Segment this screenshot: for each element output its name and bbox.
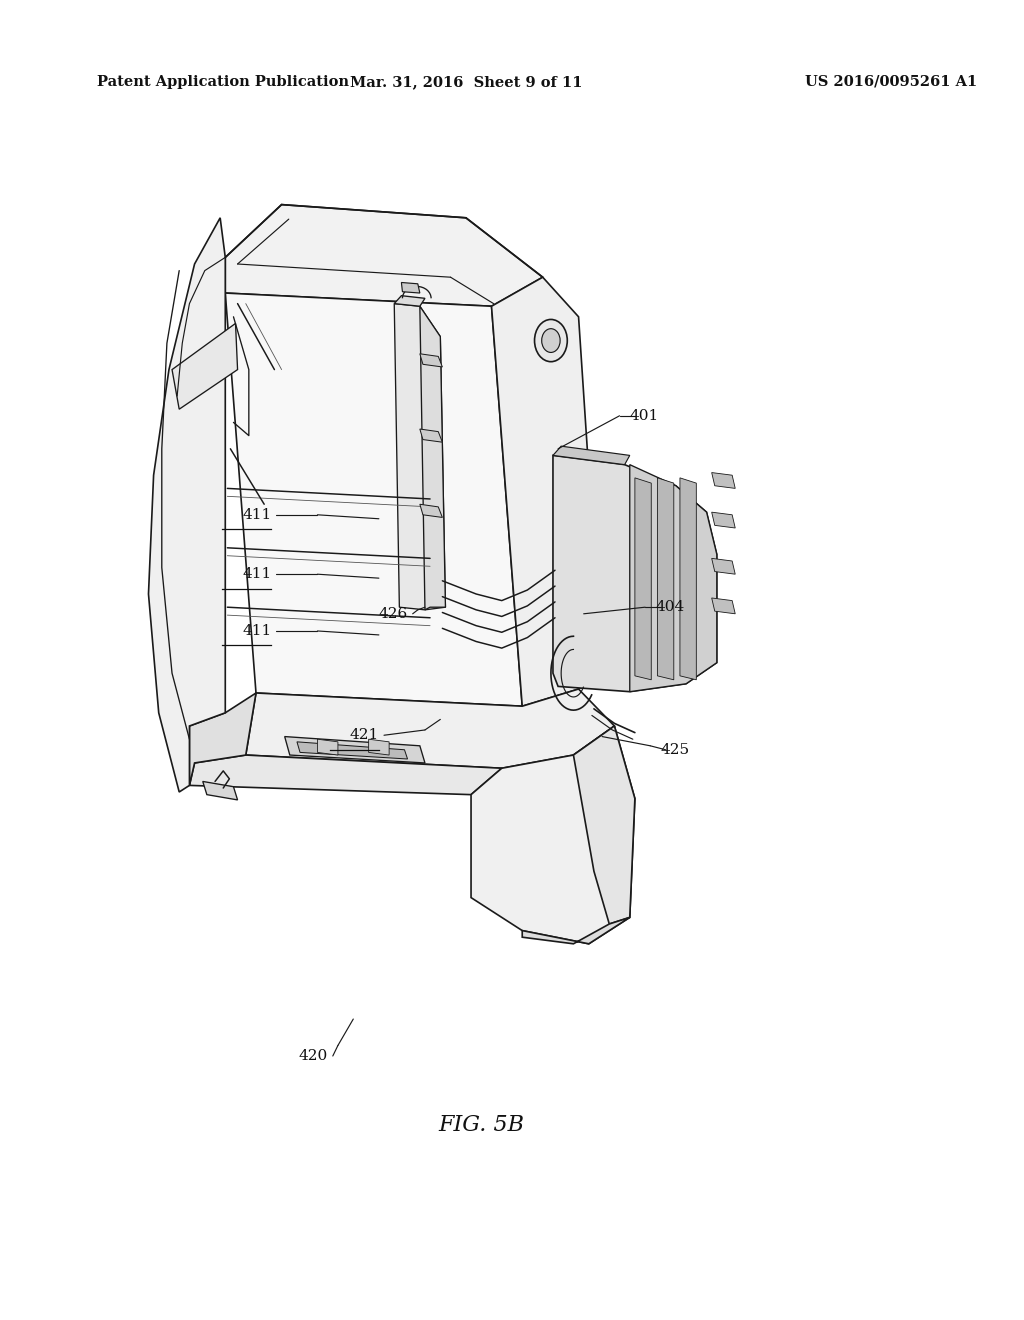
Polygon shape [420,429,442,442]
Polygon shape [369,739,389,755]
Polygon shape [394,296,425,306]
Text: 411: 411 [242,508,271,521]
Polygon shape [203,781,238,800]
Polygon shape [189,755,502,795]
Polygon shape [148,218,225,792]
Text: 420: 420 [298,1049,328,1063]
Text: Patent Application Publication: Patent Application Publication [97,75,349,88]
Text: 421: 421 [349,729,379,742]
Text: US 2016/0095261 A1: US 2016/0095261 A1 [805,75,977,88]
Polygon shape [317,739,338,755]
Polygon shape [420,306,445,610]
Polygon shape [225,205,543,306]
Polygon shape [657,478,674,680]
Polygon shape [297,742,408,759]
Polygon shape [420,504,442,517]
Text: 401: 401 [630,409,659,422]
Polygon shape [172,323,238,409]
Circle shape [535,319,567,362]
Polygon shape [712,473,735,488]
Polygon shape [225,293,522,706]
Polygon shape [492,277,602,706]
Polygon shape [246,689,614,768]
Text: FIG. 5B: FIG. 5B [438,1114,524,1135]
Polygon shape [712,598,735,614]
Polygon shape [712,558,735,574]
Polygon shape [401,282,420,293]
Polygon shape [680,478,696,680]
Polygon shape [420,354,442,367]
Polygon shape [553,446,630,465]
Polygon shape [553,455,717,692]
Polygon shape [522,917,630,944]
Text: 411: 411 [242,568,271,581]
Text: 426: 426 [378,607,408,620]
Polygon shape [573,726,635,924]
Polygon shape [189,693,256,785]
Polygon shape [285,737,425,763]
Text: Mar. 31, 2016  Sheet 9 of 11: Mar. 31, 2016 Sheet 9 of 11 [349,75,583,88]
Polygon shape [630,465,717,692]
Polygon shape [471,726,635,944]
Polygon shape [712,512,735,528]
Polygon shape [635,478,651,680]
Circle shape [542,329,560,352]
Polygon shape [394,304,445,610]
Text: 404: 404 [655,601,685,614]
Text: 411: 411 [242,624,271,638]
Text: 425: 425 [660,743,689,756]
